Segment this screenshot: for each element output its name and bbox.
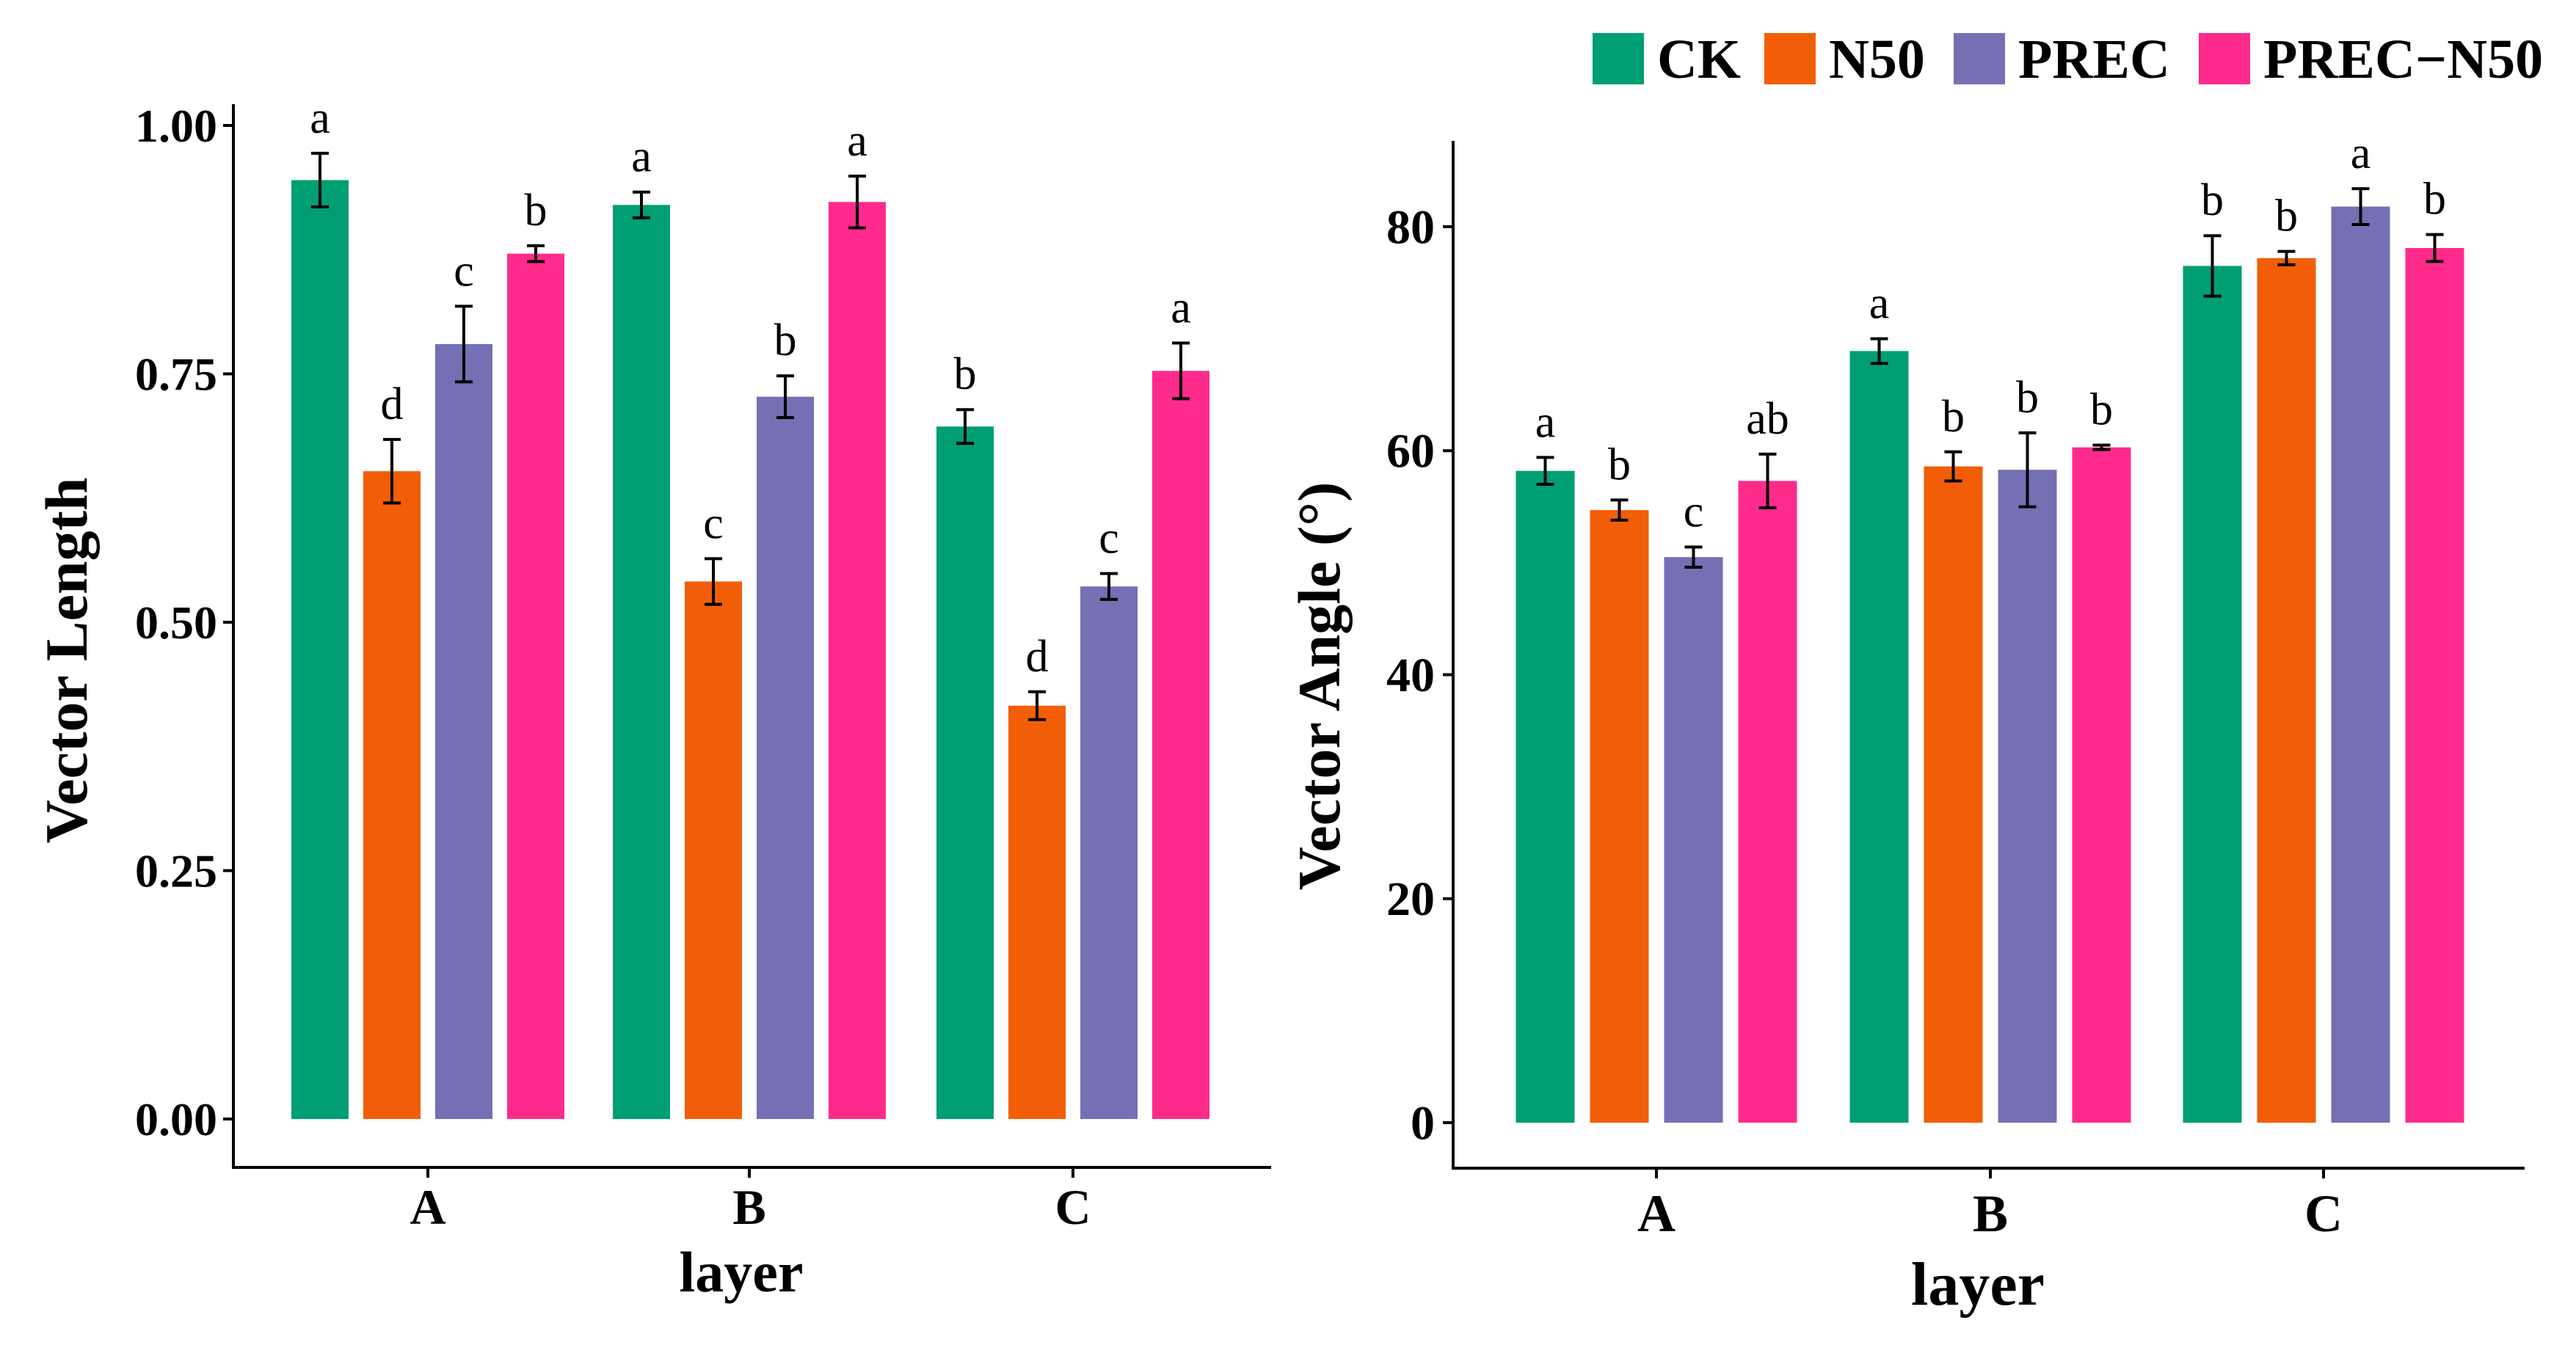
vector-length-bar-prec-b xyxy=(757,396,814,1119)
vector-length-x-tick-label-b: B xyxy=(732,1179,765,1235)
vector-angle-bar-prec-n50-b xyxy=(2072,447,2131,1123)
vector-angle-y-tick-label: 60 xyxy=(1386,425,1435,478)
vector-angle-sig-letter-ck-b: a xyxy=(1869,279,1890,329)
legend-swatch-prec-n50 xyxy=(2199,33,2250,84)
vector-angle-bar-n50-b xyxy=(1924,466,1983,1123)
vector-angle-bar-ck-a xyxy=(1516,470,1575,1123)
vector-length-xlabel: layer xyxy=(680,1240,804,1304)
vector-length-sig-letter-prec-n50-a: b xyxy=(525,186,547,236)
vector-length-bar-ck-c xyxy=(936,426,994,1119)
vector-length-bar-ck-b xyxy=(613,205,670,1119)
vector-angle-sig-letter-prec-n50-c: b xyxy=(2423,175,2446,225)
vector-length-sig-letter-n50-a: d xyxy=(381,379,404,429)
vector-length-bars: a a b d c d c b c b a a xyxy=(291,93,1209,1120)
vector-length-bar-n50-c xyxy=(1008,705,1066,1119)
vector-length-bar-prec-n50-a xyxy=(507,253,564,1119)
vector-length-bar-prec-n50-c xyxy=(1152,371,1209,1119)
legend: CK N50 PREC PREC−N50 xyxy=(1593,29,2543,90)
vector-angle-bar-prec-b xyxy=(1998,470,2057,1123)
vector-angle-sig-letter-n50-b: b xyxy=(1942,392,1965,442)
vector-angle-y-tick-label: 40 xyxy=(1386,649,1435,702)
vector-angle-sig-letter-ck-a: a xyxy=(1535,397,1556,447)
vector-length-y-tick-label: 0.50 xyxy=(135,597,217,649)
vector-angle-bar-prec-n50-c xyxy=(2405,247,2464,1123)
vector-angle-bar-prec-a xyxy=(1664,557,1723,1123)
vector-length-sig-letter-ck-b: a xyxy=(631,132,652,182)
vector-length-bar-n50-b xyxy=(685,581,742,1119)
legend-swatch-ck xyxy=(1593,33,1644,84)
vector-angle-sig-letter-prec-b: b xyxy=(2016,373,2039,423)
vector-angle-ylabel: Vector Angle (°) xyxy=(1286,482,1353,891)
vector-angle-bar-ck-b xyxy=(1849,351,1909,1123)
vector-angle-bar-n50-c xyxy=(2257,258,2316,1123)
vector-angle-sig-letter-ck-c: b xyxy=(2201,175,2224,225)
vector-angle-bar-n50-a xyxy=(1590,510,1649,1123)
vector-length-sig-letter-prec-c: c xyxy=(1099,514,1119,564)
vector-length-x-tick-label-c: C xyxy=(1055,1179,1091,1235)
vector-angle-y-tick-label: 80 xyxy=(1386,200,1435,254)
vector-length-bar-prec-n50-b xyxy=(829,202,886,1119)
vector-angle-bar-ck-c xyxy=(2183,266,2242,1123)
vector-angle-sig-letter-n50-c: b xyxy=(2275,192,2298,241)
vector-angle-sig-letter-prec-n50-a: ab xyxy=(1746,394,1789,444)
legend-swatch-prec xyxy=(1954,33,2005,84)
vector-length-bar-ck-a xyxy=(291,180,349,1120)
vector-angle-x-tick-label-c: C xyxy=(2304,1184,2343,1243)
vector-angle-y-tick-label: 0 xyxy=(1411,1096,1435,1150)
vector-angle-bar-prec-n50-a xyxy=(1738,481,1797,1123)
vector-angle-x-tick-label-a: A xyxy=(1637,1184,1676,1243)
vector-angle-sig-letter-n50-a: b xyxy=(1608,440,1631,489)
vector-length-bar-n50-a xyxy=(363,471,421,1119)
vector-length-sig-letter-n50-c: d xyxy=(1026,632,1049,682)
vector-length-sig-letter-n50-b: c xyxy=(703,498,724,548)
vector-length-bar-prec-c xyxy=(1080,586,1138,1119)
vector-length-panel: 0.00 0.25 0.50 0.75 1.00 A B C a a b d c d c b c b a a lay… xyxy=(33,93,1271,1304)
vector-length-sig-letter-prec-b: b xyxy=(774,316,797,365)
vector-angle-y-tick-label: 20 xyxy=(1386,872,1435,926)
legend-label-prec-n50: PREC−N50 xyxy=(2263,29,2543,90)
vector-length-y-tick-label: 0.00 xyxy=(135,1093,217,1145)
vector-length-sig-letter-prec-n50-c: a xyxy=(1171,283,1191,333)
vector-angle-axes: 0 20 40 60 80 A B C xyxy=(1386,141,2525,1243)
vector-length-y-tick-label: 0.75 xyxy=(135,348,217,400)
legend-swatch-n50 xyxy=(1764,33,1816,84)
vector-angle-sig-letter-prec-n50-b: b xyxy=(2090,385,2113,435)
vector-angle-bar-prec-c xyxy=(2331,206,2390,1123)
vector-angle-sig-letter-prec-a: c xyxy=(1684,487,1704,537)
vector-length-ylabel: Vector Length xyxy=(33,478,100,844)
vector-length-sig-letter-ck-c: b xyxy=(954,349,977,399)
legend-label-prec: PREC xyxy=(2018,29,2170,90)
vector-length-x-tick-label-a: A xyxy=(410,1179,445,1235)
vector-length-y-tick-label: 0.25 xyxy=(135,845,217,897)
vector-angle-sig-letter-prec-c: a xyxy=(2351,128,2371,178)
vector-length-axes: 0.00 0.25 0.50 0.75 1.00 A B C xyxy=(135,100,1271,1235)
vector-angle-x-tick-label-b: B xyxy=(1973,1184,2008,1243)
vector-length-bar-prec-a xyxy=(435,343,492,1119)
vector-length-sig-letter-ck-a: a xyxy=(310,93,330,143)
legend-label-ck: CK xyxy=(1657,29,1741,90)
vector-angle-xlabel: layer xyxy=(1911,1250,2045,1319)
legend-label-n50: N50 xyxy=(1829,29,1925,90)
vector-length-sig-letter-prec-n50-b: a xyxy=(847,116,867,166)
vector-length-y-tick-label: 1.00 xyxy=(135,100,217,152)
vector-length-sig-letter-prec-a: c xyxy=(454,246,474,296)
